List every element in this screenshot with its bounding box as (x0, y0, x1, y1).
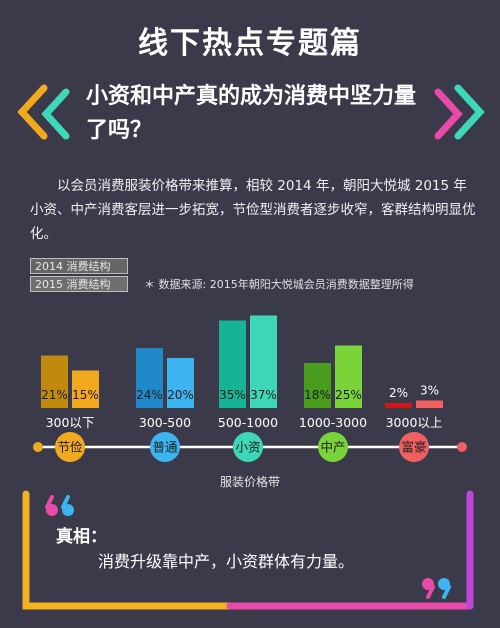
category-label-3: 1000-3000 (299, 415, 367, 430)
data-label-2014-4: 2% (389, 386, 408, 400)
data-label-2015-0: 15% (72, 388, 99, 402)
data-label-2014-3: 18% (304, 388, 331, 402)
data-label-2015-1: 20% (167, 388, 194, 402)
segment-badge-0 (55, 432, 85, 462)
bar-2015-3 (335, 345, 362, 408)
data-label-2014-2: 35% (219, 388, 246, 402)
segment-label-2: 小资 (235, 440, 260, 455)
page-subtitle: 小资和中产真的成为消费中坚力量了吗？ (86, 84, 417, 143)
segment-label-3: 中产 (320, 440, 345, 455)
right-chevron-icon (434, 84, 485, 140)
data-label-2015-2: 37% (250, 388, 277, 402)
segment-label-1: 普通 (152, 440, 178, 455)
data-label-2014-1: 24% (136, 388, 163, 402)
category-label-0: 300以下 (46, 415, 95, 430)
bar-2015-0 (72, 370, 99, 408)
segment-badge-4 (399, 432, 429, 462)
intro-paragraph: 以会员消费服装价格带来推算，相较 2014 年，朝阳大悦城 2015 年小资、中… (30, 178, 476, 242)
quote-open-icon (45, 495, 74, 516)
bar-2014-1 (136, 348, 163, 408)
conclusion-label: 真相： (56, 527, 107, 547)
category-label-4: 3000以上 (386, 415, 443, 430)
quote-close-icon (422, 578, 451, 599)
segment-badge-1 (150, 432, 180, 462)
bar-2014-0 (41, 355, 68, 408)
segment-label-0: 节俭 (57, 440, 83, 455)
data-label-2015-4: 3% (420, 384, 439, 398)
bar-2015-1 (167, 358, 194, 408)
bar-2015-2 (250, 315, 277, 408)
page-title: 线下热点专题篇 (138, 26, 362, 61)
category-label-2: 500-1000 (218, 415, 278, 430)
axis-start-dot (33, 442, 43, 452)
segment-badge-3 (318, 432, 348, 462)
data-label-2015-3: 25% (335, 388, 362, 402)
left-chevron-icon (17, 84, 70, 140)
data-label-2014-0: 21% (41, 388, 68, 402)
source-note: ＊ 数据来源: 2015年朝阳大悦城会员消费数据整理所得 (144, 278, 414, 291)
frame-left-bracket (22, 490, 234, 610)
bar-2014-2 (219, 320, 246, 408)
category-label-1: 300-500 (139, 415, 191, 430)
legend-2015: 2015 消费结构 (30, 276, 128, 292)
axis-end-dot (457, 442, 467, 452)
x-axis-title: 服装价格带 (219, 475, 280, 489)
legend-2014: 2014 消费结构 (30, 258, 128, 274)
segment-label-4: 富豪 (401, 440, 426, 455)
segment-badge-2 (233, 432, 263, 462)
conclusion-text: 消费升级靠中产，小资群体有力量。 (98, 552, 355, 571)
bar-2014-3 (304, 363, 331, 408)
bar-2014-4 (385, 403, 412, 408)
bar-2015-4 (416, 400, 443, 408)
